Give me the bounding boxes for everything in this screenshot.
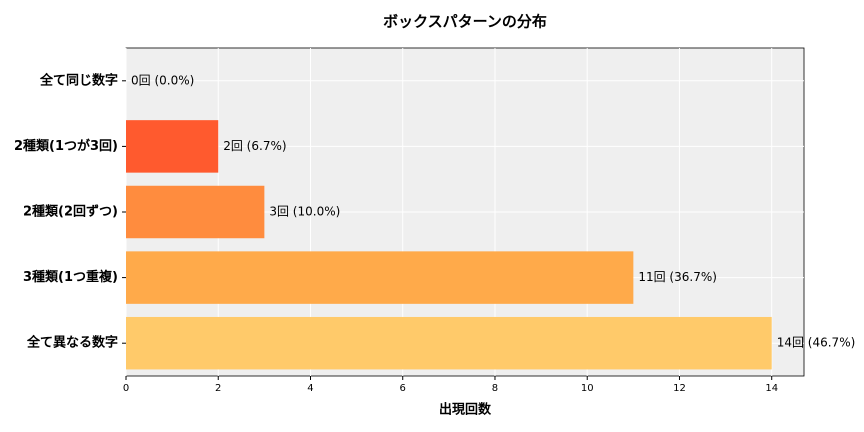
y-tick-label: 全て異なる数字 bbox=[26, 335, 118, 351]
x-axis-label: 出現回数 bbox=[439, 402, 492, 418]
x-tick-label: 0 bbox=[123, 383, 129, 394]
bar bbox=[126, 185, 265, 239]
value-label: 14回 (46.7%) bbox=[777, 336, 856, 350]
x-tick-label: 4 bbox=[307, 383, 313, 394]
x-tick-label: 8 bbox=[492, 383, 498, 394]
x-tick-label: 14 bbox=[765, 383, 778, 394]
bar bbox=[126, 251, 634, 304]
x-tick-label: 12 bbox=[673, 383, 686, 394]
y-tick-label: 2種類(2回ずつ) bbox=[23, 204, 118, 220]
value-label: 11回 (36.7%) bbox=[638, 270, 717, 284]
value-label: 3回 (10.0%) bbox=[269, 205, 340, 219]
bar bbox=[126, 120, 219, 173]
bar bbox=[126, 316, 772, 370]
x-tick-label: 10 bbox=[581, 383, 594, 394]
x-tick-label: 6 bbox=[400, 383, 406, 394]
value-label: 2回 (6.7%) bbox=[223, 139, 286, 153]
y-tick-label: 全て同じ数字 bbox=[39, 72, 118, 88]
y-tick-label: 2種類(1つが3回) bbox=[14, 138, 118, 154]
value-label: 0回 (0.0%) bbox=[131, 73, 194, 87]
x-tick-label: 2 bbox=[215, 383, 221, 394]
chart-title: ボックスパターンの分布 bbox=[383, 13, 547, 31]
y-tick-label: 3種類(1つ重複) bbox=[23, 269, 118, 285]
